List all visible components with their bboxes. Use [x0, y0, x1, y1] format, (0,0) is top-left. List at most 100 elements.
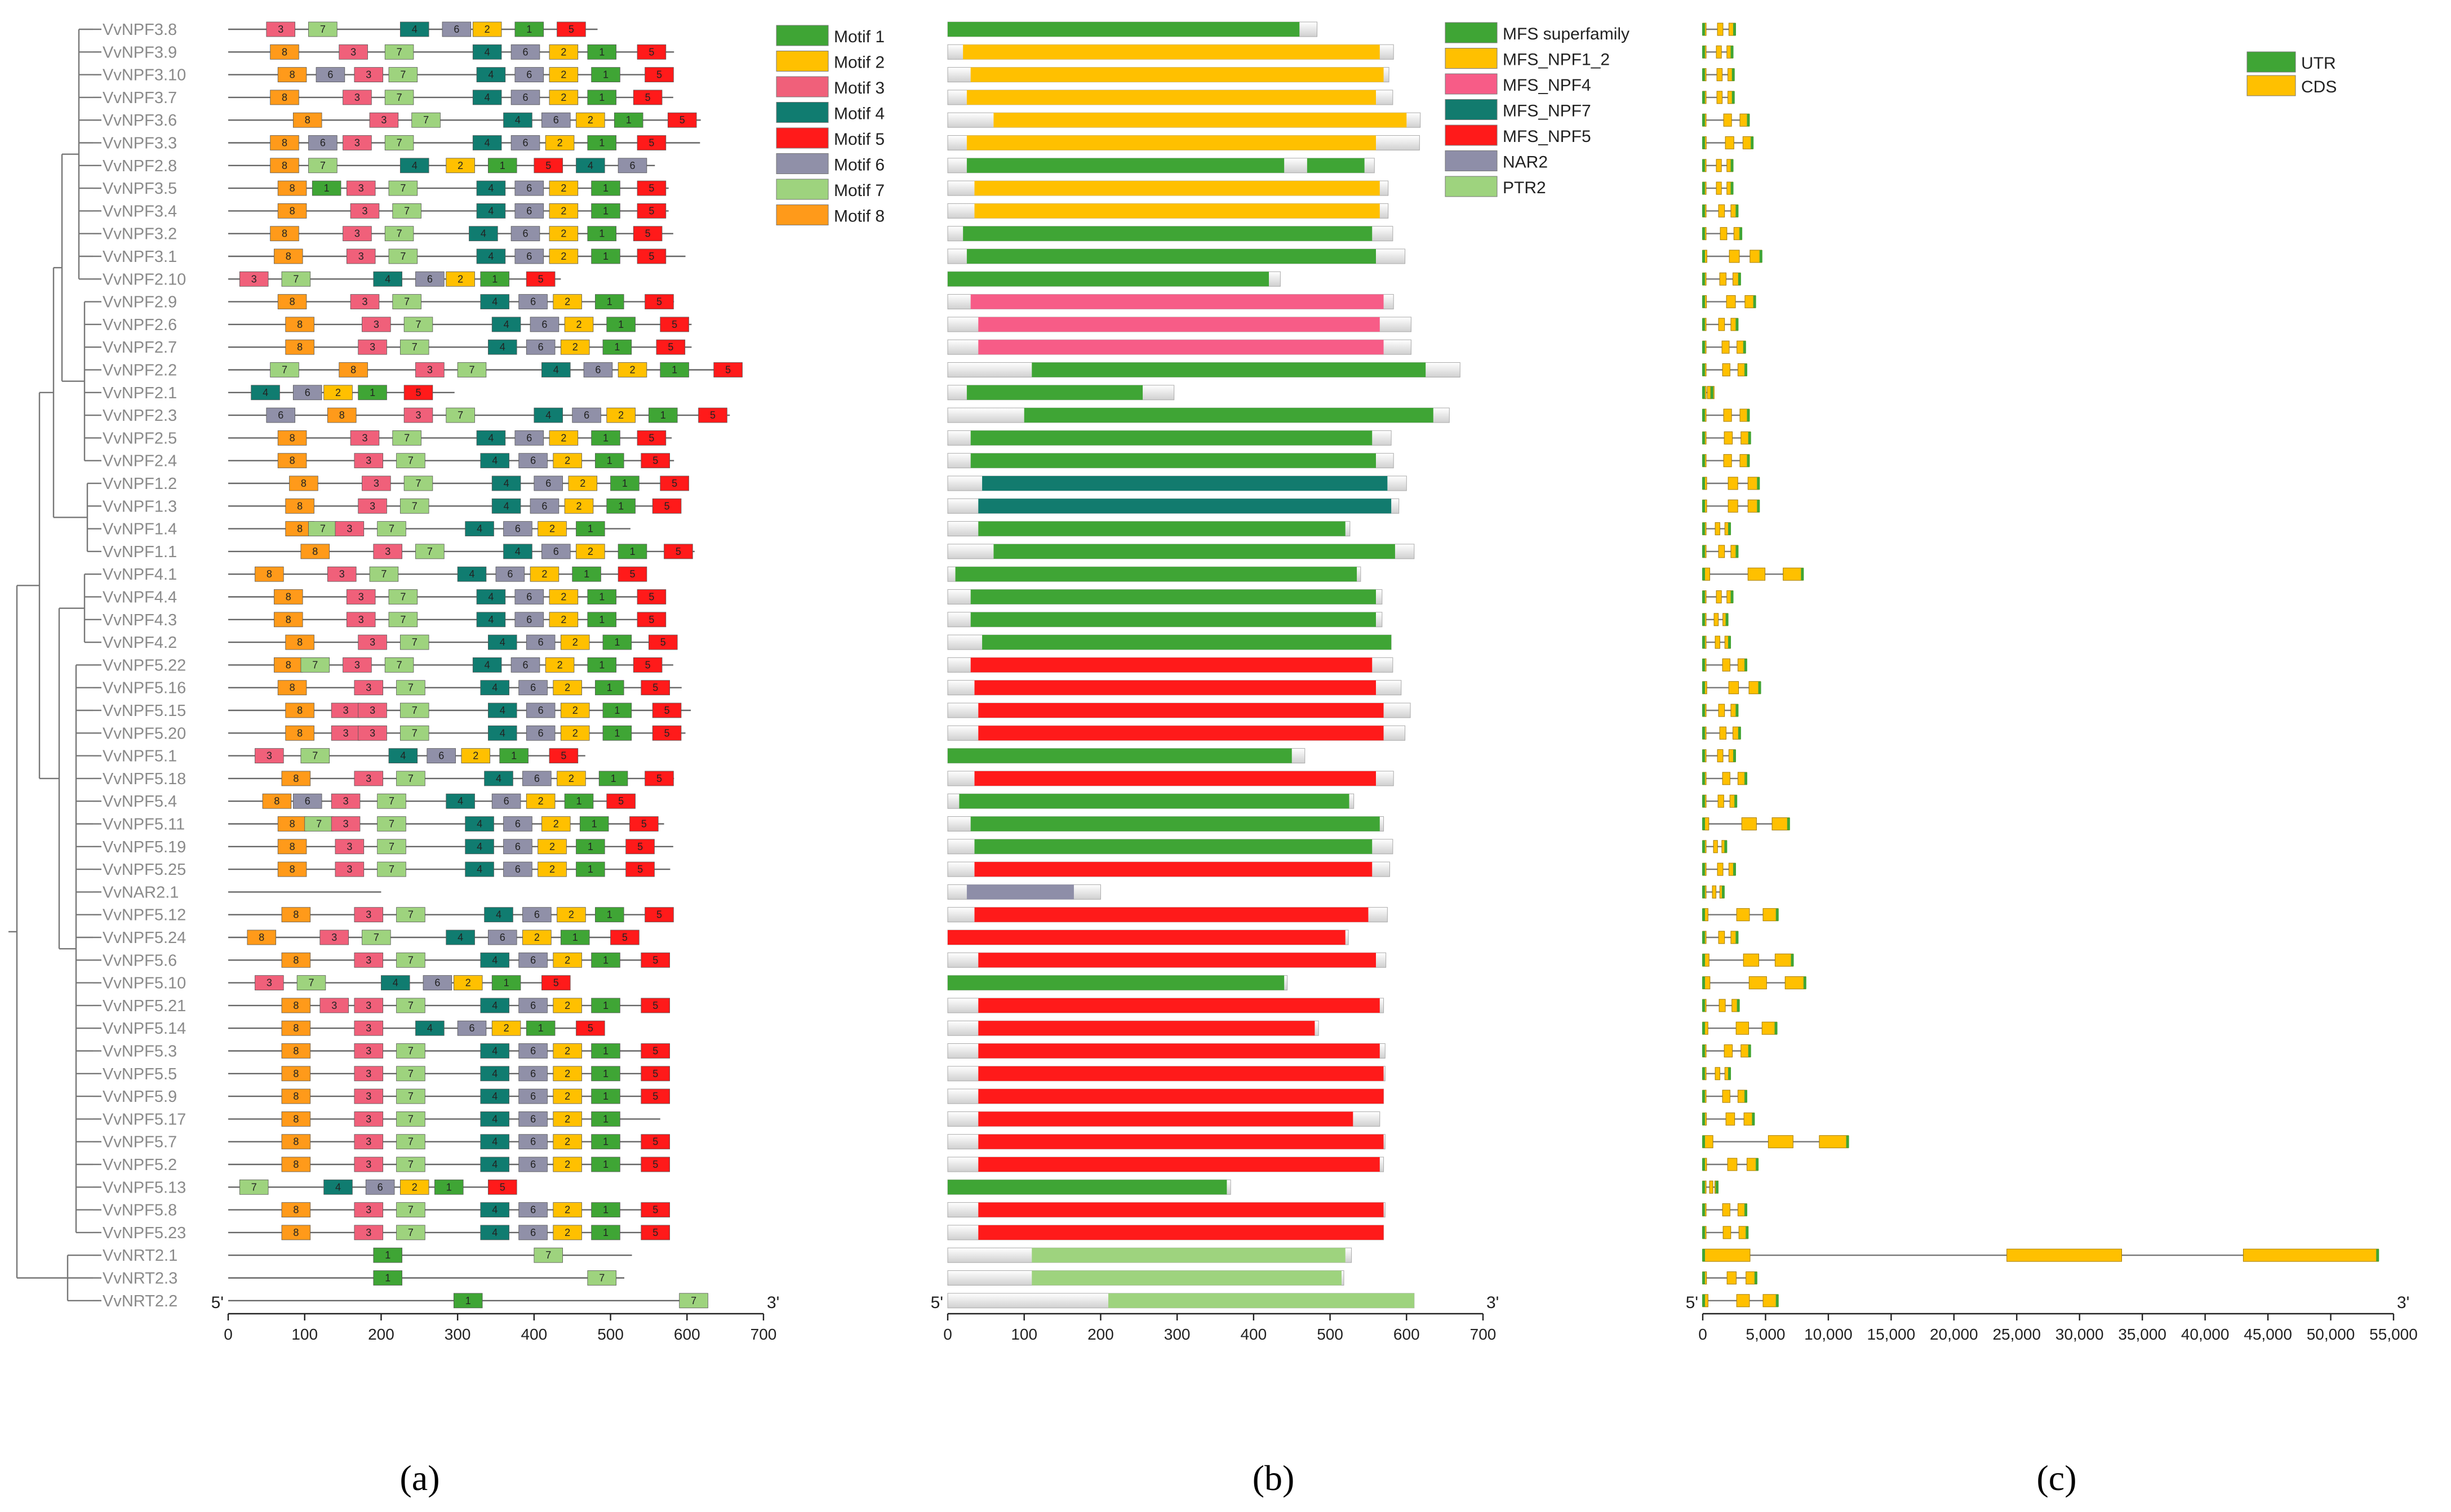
motif-box	[281, 1202, 311, 1218]
motif-number: 6	[553, 114, 559, 126]
motif-number: 7	[320, 160, 326, 171]
domain-segment	[1307, 158, 1365, 173]
motif-number: 2	[572, 341, 578, 353]
motif-number: 4	[335, 1181, 341, 1193]
motif-number: 4	[500, 727, 505, 739]
motif-number: 7	[408, 1091, 414, 1102]
motif-number: 7	[316, 819, 322, 830]
motif-box	[277, 453, 307, 469]
motif-number: 3	[347, 523, 352, 535]
motif-number: 7	[400, 614, 406, 625]
motif-box	[281, 1134, 311, 1150]
gene-label: VvNPF5.25	[103, 861, 186, 879]
motif-box	[457, 1020, 487, 1036]
motif-box	[388, 748, 418, 763]
motif-box	[350, 203, 380, 219]
motif-box	[388, 67, 418, 82]
domain-segment	[955, 567, 1357, 582]
motif-box	[641, 1066, 670, 1082]
panel-c-tick-label: 25,000	[1992, 1326, 2041, 1343]
motif-box	[396, 1088, 425, 1104]
motif-number: 4	[492, 1159, 498, 1170]
motif-number: 6	[526, 251, 532, 262]
axes: 0 100 200 300 400 500 600 700 5' 3' 0 100 200 300 400 5…	[211, 1293, 2418, 1343]
cds-exon	[1723, 408, 1732, 422]
motif-box	[381, 975, 410, 990]
motif-box	[358, 634, 387, 650]
domain-segment	[993, 544, 1395, 559]
gene-label: VvNPF2.2	[103, 362, 177, 380]
motif-box	[610, 475, 640, 491]
motif-box	[270, 44, 299, 60]
cds-exon	[1724, 431, 1733, 444]
motif-number: 3	[251, 273, 257, 284]
gene-label: VvNPF3.7	[103, 89, 177, 107]
motif-box	[319, 930, 349, 945]
motif-number: 5	[637, 841, 643, 852]
motif-box	[564, 498, 594, 514]
motif-number: 6	[305, 387, 310, 398]
motif-box	[652, 702, 682, 718]
motif-number: 4	[515, 546, 521, 557]
domain-legend-label: MFS superfamily	[1503, 25, 1629, 43]
motif-box	[602, 634, 632, 650]
domain-segment	[948, 272, 1269, 287]
motif-number: 8	[297, 341, 303, 353]
motif-number: 5	[538, 273, 544, 284]
motif-box	[476, 67, 506, 82]
domain-segment	[970, 294, 1384, 309]
panel-b-tick-label: 200	[1087, 1326, 1114, 1343]
motif-box	[480, 1111, 509, 1127]
panel-c-tick-label: 50,000	[2307, 1326, 2355, 1343]
domain-legend-swatch	[1445, 150, 1498, 171]
panel-b-tick-label: 0	[943, 1326, 952, 1343]
motif-box	[388, 589, 418, 604]
motif-number: 6	[595, 364, 601, 376]
gene-structure-panel	[1702, 23, 2379, 1308]
motif-box	[373, 1270, 402, 1286]
motif-box	[476, 430, 506, 446]
motif-box	[415, 362, 445, 377]
cds-exon	[1727, 1158, 1738, 1171]
motif-number: 4	[492, 1204, 498, 1216]
motif-number: 3	[331, 932, 337, 943]
motif-box	[457, 566, 487, 582]
utr-segment	[1702, 545, 1705, 558]
gene-label: VvNPF5.23	[103, 1224, 186, 1242]
motif-number: 4	[458, 795, 463, 807]
motif-box	[377, 816, 406, 831]
motif-box	[331, 816, 361, 831]
motif-number: 4	[488, 205, 494, 216]
cds-exon	[1722, 363, 1730, 376]
cds-exon	[1715, 1067, 1720, 1080]
motif-box	[388, 180, 418, 196]
motif-box	[549, 44, 579, 60]
domain-segment	[966, 249, 1376, 264]
domain-segment	[974, 203, 1380, 219]
motif-box	[534, 158, 563, 174]
motif-box	[491, 793, 521, 809]
motif-box	[358, 725, 387, 741]
motif-number: 7	[458, 410, 463, 421]
motif-number: 6	[469, 1022, 474, 1034]
motif-box	[308, 158, 338, 174]
motif-box	[373, 1247, 402, 1263]
gene-label: VvNRT2.1	[103, 1247, 177, 1265]
motif-number: 7	[408, 1159, 414, 1170]
motif-box	[476, 589, 506, 604]
domain-segment	[970, 430, 1373, 446]
gene-label: VvNPF3.2	[103, 225, 177, 243]
motif-box	[510, 657, 540, 673]
motif-box	[277, 816, 307, 831]
utr-segment	[1702, 341, 1705, 354]
motif-box	[637, 203, 667, 219]
motif-number: 5	[652, 1046, 658, 1057]
motif-box	[649, 634, 678, 650]
utr-segment	[1730, 182, 1734, 195]
motif-box	[518, 1111, 548, 1127]
utr-segment	[1702, 840, 1705, 853]
utr-segment	[1752, 1113, 1755, 1126]
motif-number: 6	[526, 69, 532, 81]
motif-box	[602, 702, 632, 718]
motif-box	[415, 1020, 445, 1036]
